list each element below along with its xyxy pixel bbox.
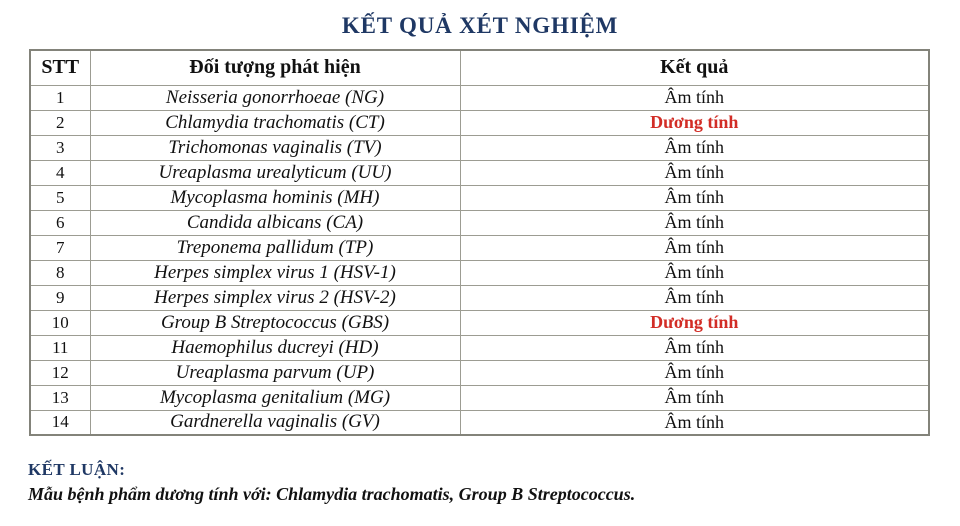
target-cell: Haemophilus ducreyi (HD)	[89, 334, 461, 361]
row-number-cell: 8	[29, 259, 91, 286]
row-number-cell: 10	[29, 309, 91, 336]
target-cell: Neisseria gonorrhoeae (NG)	[89, 84, 461, 111]
row-number-cell: 14	[29, 409, 91, 436]
row-number-cell: 5	[29, 184, 91, 211]
target-cell: Group B Streptococcus (GBS)	[89, 309, 461, 336]
table-row: 1 Neisseria gonorrhoeae (NG) Âm tính	[29, 84, 930, 111]
result-cell: Âm tính	[459, 234, 930, 261]
row-number-cell: 9	[29, 284, 91, 311]
result-cell: Âm tính	[459, 284, 930, 311]
result-cell: Dương tính	[459, 309, 930, 336]
result-cell: Âm tính	[459, 384, 930, 411]
results-table: STT Đối tượng phát hiện Kết quả 1 Neisser…	[29, 49, 930, 436]
table-row: 4 Ureaplasma urealyticum (UU) Âm tính	[29, 159, 930, 186]
row-number-cell: 1	[29, 84, 91, 111]
target-cell: Herpes simplex virus 2 (HSV-2)	[89, 284, 461, 311]
result-cell: Âm tính	[459, 184, 930, 211]
result-cell: Âm tính	[459, 84, 930, 111]
table-row: 10 Group B Streptococcus (GBS) Dương tính	[29, 309, 930, 336]
page-title: KẾT QUẢ XÉT NGHIỆM	[341, 13, 619, 38]
results-table-body: 1 Neisseria gonorrhoeae (NG) Âm tính 2 Chlam…	[29, 84, 930, 436]
table-row: 12 Ureaplasma parvum (UP) Âm tính	[29, 359, 930, 386]
row-number-cell: 6	[29, 209, 91, 236]
table-row: 13 Mycoplasma genitalium (MG) Âm tính	[29, 384, 930, 411]
conclusion-text: Mẫu bệnh phẩm dương tính với: Chlamydia …	[28, 484, 636, 504]
target-cell: Trichomonas vaginalis (TV)	[89, 134, 461, 161]
row-number-cell: 2	[29, 109, 91, 136]
row-number-cell: 12	[29, 359, 91, 386]
table-row: 3 Trichomonas vaginalis (TV) Âm tính	[29, 134, 930, 161]
target-cell: Chlamydia trachomatis (CT)	[89, 109, 461, 136]
target-cell: Treponema pallidum (TP)	[89, 234, 461, 261]
table-row: 5 Mycoplasma hominis (MH) Âm tính	[29, 184, 930, 211]
target-cell: Ureaplasma parvum (UP)	[89, 359, 461, 386]
result-cell: Dương tính	[459, 109, 930, 136]
result-cell: Âm tính	[459, 209, 930, 236]
result-cell: Âm tính	[459, 159, 930, 186]
table-row: 8 Herpes simplex virus 1 (HSV-1) Âm tính	[29, 259, 930, 286]
target-cell: Ureaplasma urealyticum (UU)	[89, 159, 461, 186]
target-cell: Mycoplasma hominis (MH)	[89, 184, 461, 211]
row-number-cell: 7	[29, 234, 91, 261]
target-cell: Mycoplasma genitalium (MG)	[89, 384, 461, 411]
conclusion-label: KẾT LUẬN:	[28, 460, 126, 479]
result-cell: Âm tính	[459, 134, 930, 161]
table-row: 7 Treponema pallidum (TP) Âm tính	[29, 234, 930, 261]
target-cell: Candida albicans (CA)	[89, 209, 461, 236]
row-number-cell: 3	[29, 134, 91, 161]
target-cell: Gardnerella vaginalis (GV)	[89, 409, 461, 436]
row-number-cell: 13	[29, 384, 91, 411]
row-number-cell: 11	[29, 334, 91, 361]
result-cell: Âm tính	[459, 359, 930, 386]
header-row: STT Đối tượng phát hiện Kết quả	[29, 49, 930, 86]
results-table-header: STT Đối tượng phát hiện Kết quả	[29, 49, 930, 86]
table-row: 9 Herpes simplex virus 2 (HSV-2) Âm tính	[29, 284, 930, 311]
header-stt: STT	[29, 49, 91, 86]
header-target: Đối tượng phát hiện	[89, 49, 461, 86]
target-cell: Herpes simplex virus 1 (HSV-1)	[89, 259, 461, 286]
result-cell: Âm tính	[459, 259, 930, 286]
table-row: 14 Gardnerella vaginalis (GV) Âm tính	[29, 409, 930, 436]
result-cell: Âm tính	[459, 334, 930, 361]
row-number-cell: 4	[29, 159, 91, 186]
header-result: Kết quả	[459, 49, 930, 86]
table-row: 11 Haemophilus ducreyi (HD) Âm tính	[29, 334, 930, 361]
table-row: 6 Candida albicans (CA) Âm tính	[29, 209, 930, 236]
table-row: 2 Chlamydia trachomatis (CT) Dương tính	[29, 109, 930, 136]
result-cell: Âm tính	[459, 409, 930, 436]
